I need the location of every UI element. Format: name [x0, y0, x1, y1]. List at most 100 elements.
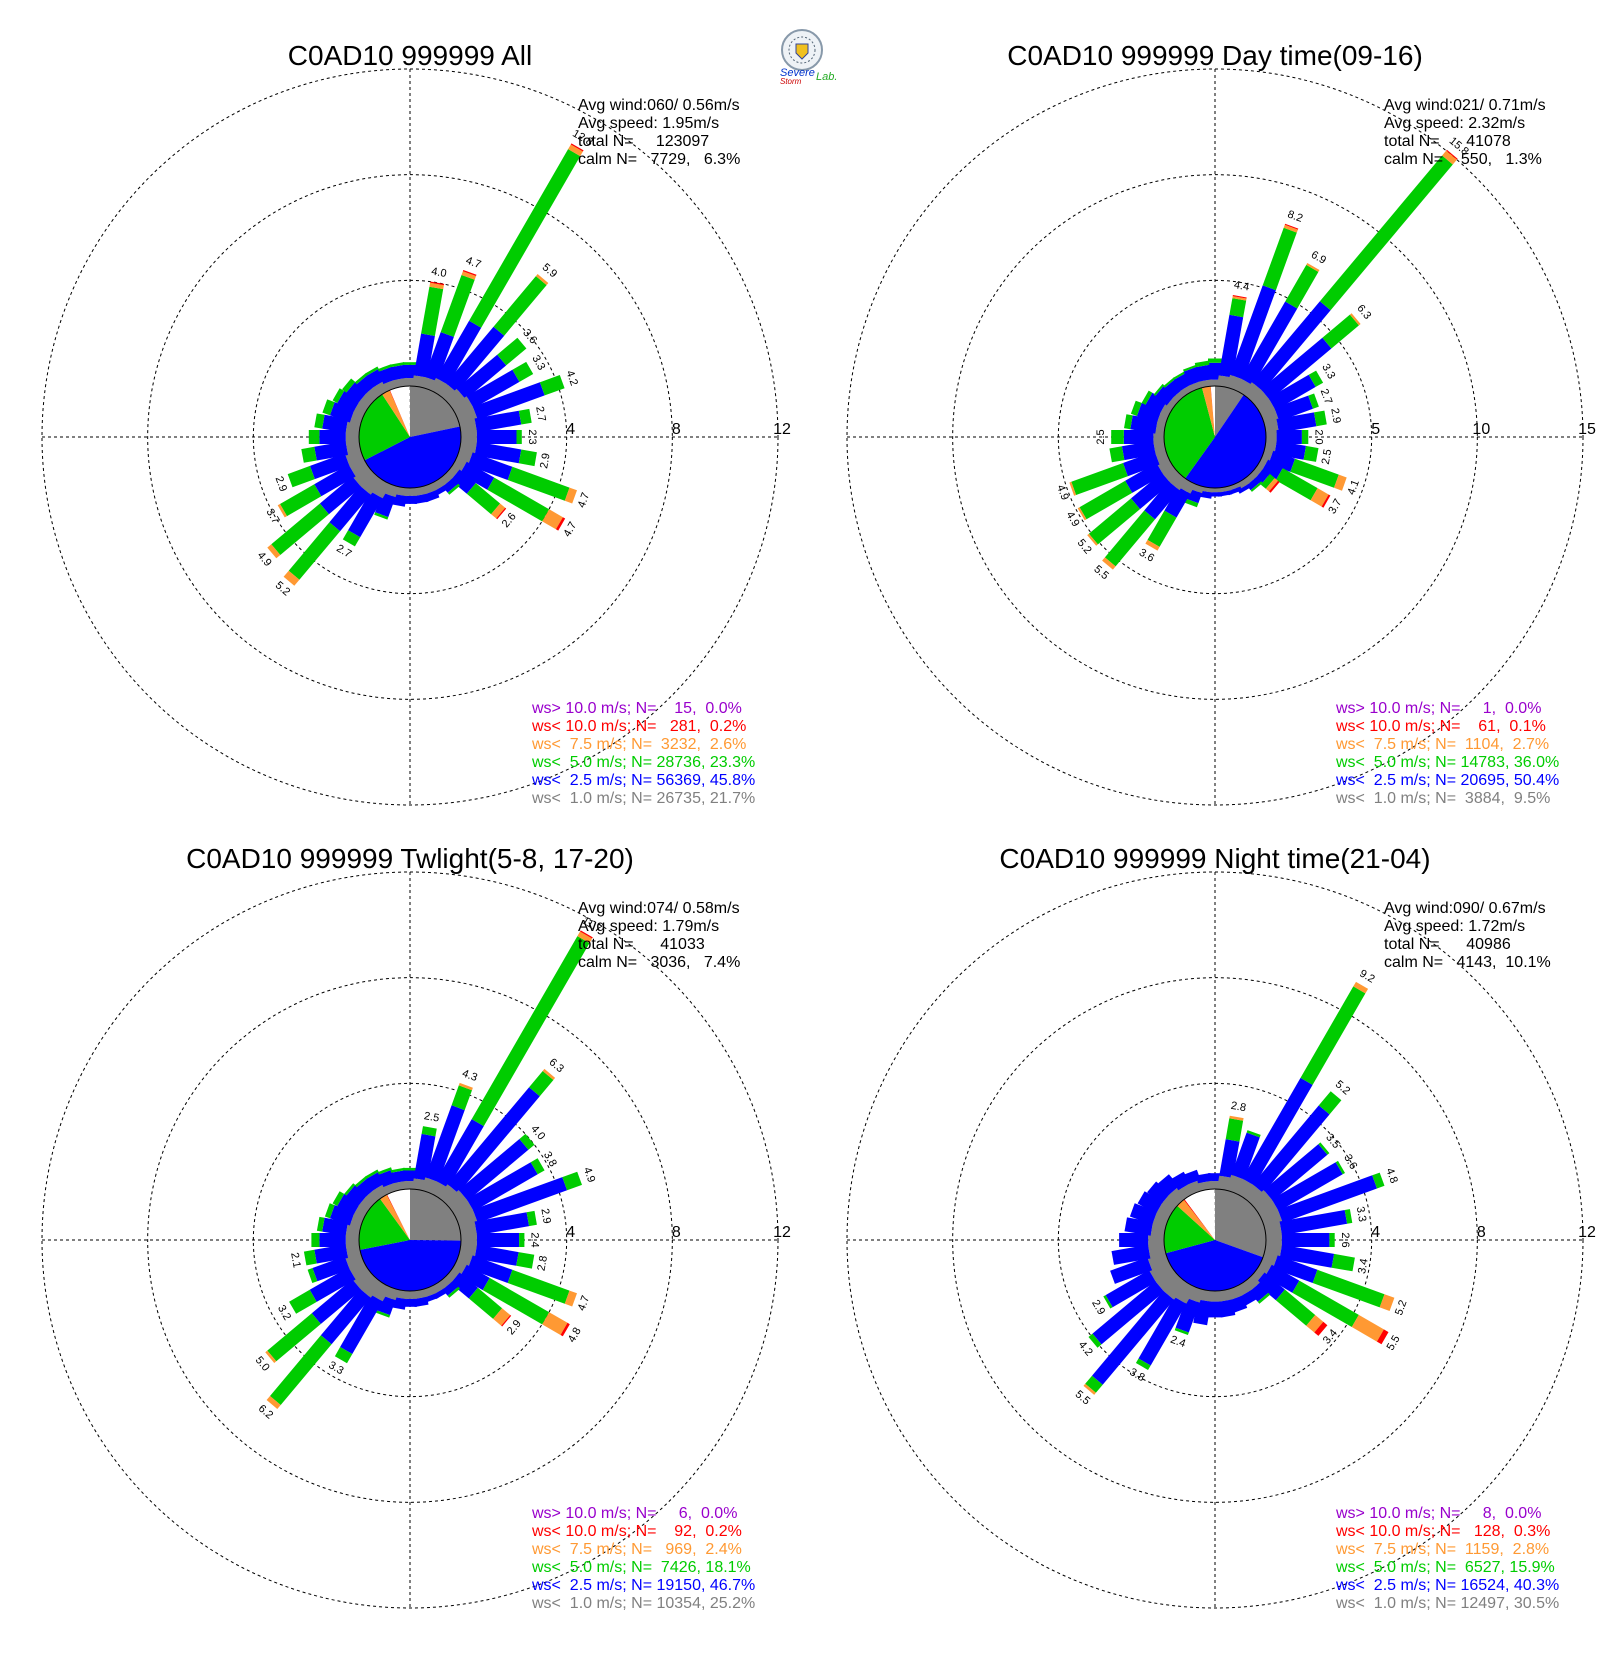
rose-bar-segment	[1104, 510, 1155, 567]
rose-bar-label: 3.3	[1354, 1206, 1368, 1223]
legend-entry: ws< 5.0 m/s; N= 6527, 15.9%	[1335, 1559, 1555, 1576]
legend-entry: ws< 2.5 m/s; N= 19150, 46.7%	[531, 1577, 755, 1594]
rose-bar-segment	[512, 361, 534, 382]
chart-title: C0AD10 999999 Twlight(5-8, 17-20)	[186, 843, 634, 874]
rose-bar-segment	[1208, 1301, 1222, 1318]
rose-bar-segment	[1237, 483, 1252, 494]
logo-text-storm: Storm	[780, 77, 802, 86]
legend-entry: ws< 7.5 m/s; N= 969, 2.4%	[531, 1541, 742, 1558]
legend-entry: ws< 5.0 m/s; N= 7426, 18.1%	[531, 1559, 751, 1576]
center-pie-outline	[358, 1188, 462, 1292]
rose-bar-segment	[365, 366, 379, 376]
rose-bar-segment	[352, 1267, 376, 1290]
rose-bar-segment	[1249, 1190, 1273, 1213]
rose-bar-segment	[1232, 295, 1247, 299]
ring-circle	[252, 279, 568, 595]
rose-bar-segment	[1372, 1172, 1385, 1189]
chart-title: C0AD10 999999 Night time(21-04)	[999, 843, 1430, 874]
rose-bar-segment	[1085, 1375, 1103, 1393]
rose-bar-segment	[1257, 1292, 1271, 1304]
rose-bar-label: 5.5	[1091, 563, 1110, 582]
ring-circle	[1057, 279, 1373, 595]
rose-bar-segment	[526, 1210, 537, 1227]
logo-text-severe: Severe	[780, 67, 815, 79]
rose-bar-segment	[518, 449, 537, 467]
wind-rose-panel-2: 5 10 154.48.26.915.86.33.32.72.92.02.54.13…	[846, 40, 1596, 807]
rose-bar-segment	[447, 1286, 460, 1298]
rose-bar-segment	[344, 1183, 356, 1196]
rose-bar-segment	[312, 1256, 350, 1282]
rose-bar-segment	[1174, 1327, 1189, 1335]
rose-bar-segment	[365, 1169, 379, 1179]
rose-bar-segment	[468, 1287, 503, 1319]
rose-bar-segment	[342, 378, 356, 393]
rose-bar-segment	[1242, 1184, 1264, 1206]
severe-storm-lab-logo: Severe Storm Lab.	[780, 29, 837, 86]
rose-bar-segment	[1225, 1118, 1244, 1142]
rose-bar-segment	[1103, 1295, 1113, 1309]
rose-bar-label: 5.2	[1075, 537, 1094, 556]
rose-bar-segment	[1240, 301, 1298, 386]
center-pie-slice	[389, 390, 410, 437]
rose-bar-segment	[1163, 377, 1176, 388]
rose-bar-segment	[1208, 1173, 1222, 1182]
rose-bar-segment	[469, 149, 581, 328]
rose-bar-segment	[1268, 450, 1296, 472]
rose-bar-segment	[458, 1082, 473, 1091]
rose-bar-segment	[1308, 370, 1324, 387]
rose-bar-segment	[390, 1167, 405, 1173]
rose-bar-segment	[1174, 1280, 1196, 1304]
center-pie-slice	[1210, 386, 1215, 437]
rose-bar-segment	[1260, 473, 1275, 489]
rose-bar-label: 3.7	[1326, 497, 1344, 516]
legend-entry: ws< 10.0 m/s; N= 92, 0.2%	[531, 1523, 742, 1540]
chart-title: C0AD10 999999 All	[288, 40, 532, 71]
rose-bar-segment	[403, 1170, 417, 1182]
rose-bar-segment	[1261, 459, 1283, 481]
rose-bar-segment	[377, 1167, 392, 1175]
rose-bar-segment	[450, 396, 474, 418]
rose-bar-segment	[1123, 451, 1160, 477]
rose-bar-label: 4.3	[460, 1068, 478, 1085]
rose-bar-segment	[1183, 364, 1197, 372]
rose-bar-segment	[1123, 430, 1154, 444]
rose-bar-segment	[392, 377, 408, 388]
rose-bar-label: 4.4	[1233, 279, 1250, 293]
rose-bar-label: 2.7	[533, 405, 547, 422]
center-pie-outline	[1163, 385, 1267, 489]
stats-line: calm N= 4143, 10.1%	[1384, 954, 1551, 971]
rose-bar-segment	[1131, 472, 1171, 510]
rose-bar-label: 3.2	[275, 1303, 293, 1322]
rose-bar-segment	[507, 466, 570, 501]
rose-bar-segment	[1153, 383, 1165, 396]
ring-circle	[846, 68, 1584, 806]
rose-bar-segment	[332, 388, 345, 403]
rose-bar-segment	[301, 446, 317, 463]
rose-bar-segment	[1308, 393, 1319, 409]
rose-bar-label: 4.7	[576, 491, 593, 509]
rose-bar-label: 3.8	[541, 1150, 559, 1169]
rose-bar-segment	[1329, 1233, 1335, 1247]
rose-bar-segment	[474, 1244, 519, 1266]
ring-label: 10	[1472, 421, 1490, 438]
legend-entry: ws< 7.5 m/s; N= 1159, 2.8%	[1335, 1541, 1549, 1558]
rose-bar-segment	[1334, 474, 1347, 491]
rose-bar-segment	[1275, 468, 1318, 501]
rose-bar-label: 4.8	[566, 1326, 584, 1345]
rose-bar-segment	[542, 1068, 556, 1080]
stats-line: calm N= 7729, 6.3%	[578, 151, 740, 168]
rose-bar-segment	[437, 1184, 459, 1206]
rose-bar-segment	[1158, 1174, 1180, 1196]
rose-bar-segment	[1164, 486, 1191, 518]
rose-bar-label: 4.7	[464, 255, 482, 272]
ring-label: 5	[1371, 421, 1380, 438]
rose-bar-label: 5.0	[253, 1354, 272, 1373]
rose-bar-segment	[307, 1268, 318, 1283]
rose-bar-label: 3.4	[1356, 1258, 1370, 1275]
rose-bar-segment	[1079, 480, 1133, 520]
rose-bar-segment	[314, 464, 356, 497]
rose-bar-segment	[1109, 446, 1125, 463]
rose-bar-segment	[1130, 400, 1142, 416]
rose-bar-segment	[1265, 478, 1278, 492]
center-pie-slice	[1164, 387, 1215, 479]
